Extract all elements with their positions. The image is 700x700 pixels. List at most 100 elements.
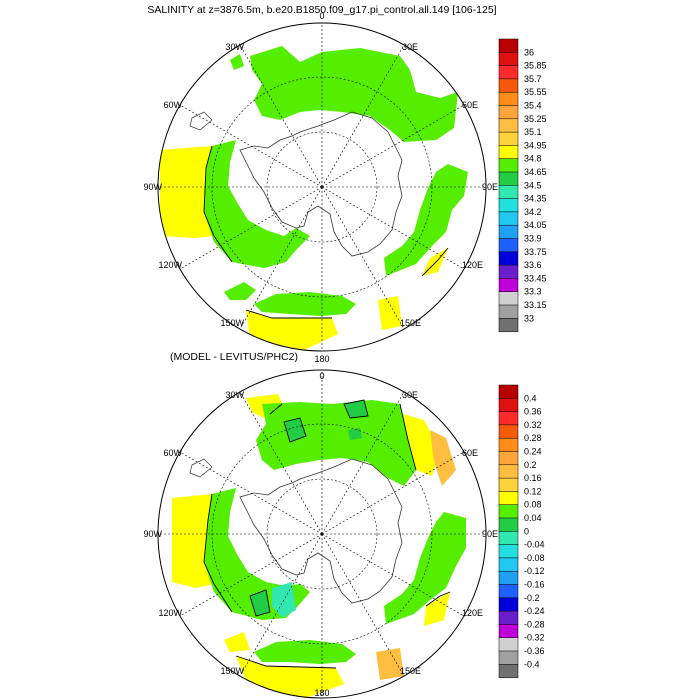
colorbar-swatch xyxy=(498,517,519,532)
colorbar-swatch xyxy=(498,318,519,333)
salinity-yellow-patch-south xyxy=(246,310,338,351)
colorbar-swatch xyxy=(498,584,519,599)
salinity-map xyxy=(157,22,487,352)
lon-label: 30E xyxy=(402,390,418,400)
colorbar-swatch xyxy=(498,544,519,559)
colorbar-label: 34.8 xyxy=(524,154,542,164)
difference-longitude-labels: 0 30E 60E 90E 120E 150E 180 150W 120W 90… xyxy=(143,371,498,698)
difference-colorbar: 0.4 0.36 0.32 0.28 0.24 0.2 0.16 0.12 0.08 0.04 0 -… xyxy=(498,384,545,679)
colorbar-swatch xyxy=(498,278,519,293)
colorbar-label: 35.1 xyxy=(524,127,542,137)
colorbar-label: 33.3 xyxy=(524,287,542,297)
lon-label: 60W xyxy=(163,448,182,458)
lon-label: 120W xyxy=(158,608,182,618)
salinity-green-field-ross xyxy=(254,292,356,316)
colorbar-label: 35.4 xyxy=(524,101,542,111)
lon-label: 60E xyxy=(462,448,478,458)
colorbar-swatch xyxy=(498,570,519,585)
colorbar-label: 0.04 xyxy=(524,513,542,523)
difference-yellow-patch-southwest xyxy=(224,632,250,652)
colorbar-swatch xyxy=(498,198,519,213)
colorbar-label: 34.5 xyxy=(524,180,542,190)
colorbar-label: 0.2 xyxy=(524,460,537,470)
colorbar-label: -0.08 xyxy=(524,553,545,563)
difference-yellow-patch-west xyxy=(172,494,214,588)
salinity-map-border xyxy=(157,22,487,352)
lon-label: 60E xyxy=(462,100,478,110)
difference-panel: (MODEL - LEVITUS/PHC2) xyxy=(143,351,545,699)
colorbar-swatch xyxy=(498,637,519,652)
salinity-panel: SALINITY at z=3876.5m, b.e20.B1850.f09_g… xyxy=(143,4,546,364)
difference-green-field-indian xyxy=(384,512,466,624)
lon-label: 180 xyxy=(314,688,329,698)
colorbar-label: 0.32 xyxy=(524,420,542,430)
salinity-green-field-southwest xyxy=(224,282,256,300)
salinity-yellow-patch-west xyxy=(160,146,214,238)
salinity-green-field-indian xyxy=(384,164,468,276)
colorbar-swatch xyxy=(498,52,519,67)
lon-label: 150W xyxy=(220,318,244,328)
colorbar-label: -0.12 xyxy=(524,566,545,576)
lon-label: 30W xyxy=(225,390,244,400)
colorbar-label: 0.08 xyxy=(524,500,542,510)
difference-teal-patch xyxy=(250,590,270,616)
difference-map xyxy=(157,369,487,699)
panel-title-salinity: SALINITY at z=3876.5m, b.e20.B1850.f09_g… xyxy=(147,4,496,16)
lon-label: 180 xyxy=(314,354,329,364)
colorbar-swatch xyxy=(498,424,519,439)
lon-label: 120W xyxy=(158,260,182,270)
colorbar-swatch xyxy=(498,304,519,319)
difference-map-border xyxy=(157,369,487,699)
salinity-south-america-outline xyxy=(189,111,213,131)
colorbar-label: 35.55 xyxy=(524,87,547,97)
colorbar-label: 35.85 xyxy=(524,61,547,71)
salinity-longitude-labels: 0 30E 60E 90E 120E 150E 180 150W 120W 90… xyxy=(143,11,498,364)
difference-south-america-outline xyxy=(189,458,213,478)
colorbar-label: -0.36 xyxy=(524,646,545,656)
colorbar-label: 33.15 xyxy=(524,300,547,310)
difference-contour-line xyxy=(203,399,451,669)
difference-teal-patch xyxy=(348,428,362,440)
colorbar-label: 34.35 xyxy=(524,194,547,204)
salinity-green-field-pacific xyxy=(204,140,310,268)
salinity-yellow-patch-southeast xyxy=(378,296,402,330)
colorbar-label: -0.32 xyxy=(524,633,545,643)
panel-title-difference: (MODEL - LEVITUS/PHC2) xyxy=(170,351,298,363)
colorbar-label: 33 xyxy=(524,313,534,323)
lon-label: 150E xyxy=(400,666,421,676)
colorbar-label: 36 xyxy=(524,47,534,57)
lon-label: 150W xyxy=(220,666,244,676)
colorbar-label: 0.16 xyxy=(524,473,542,483)
lon-label: 30W xyxy=(225,42,244,52)
colorbar-swatch xyxy=(498,78,519,93)
colorbar-label: -0.4 xyxy=(524,659,540,669)
colorbar-label: 0.28 xyxy=(524,433,542,443)
lon-label: 30E xyxy=(402,42,418,52)
colorbar-label: 34.95 xyxy=(524,140,547,150)
colorbar-swatch xyxy=(498,145,519,160)
colorbar-swatch xyxy=(498,131,519,146)
colorbar-label: 0.4 xyxy=(524,393,537,403)
colorbar-swatch xyxy=(498,38,519,53)
lon-label: 120E xyxy=(462,260,483,270)
colorbar-swatch xyxy=(498,251,519,266)
colorbar-swatch xyxy=(498,531,519,546)
colorbar-label: 33.75 xyxy=(524,247,547,257)
salinity-graticule xyxy=(158,23,486,351)
colorbar-swatch xyxy=(498,477,519,492)
colorbar-swatch xyxy=(498,384,519,399)
lon-label: 120E xyxy=(462,608,483,618)
colorbar-label: -0.28 xyxy=(524,619,545,629)
difference-teal-patch xyxy=(344,400,368,418)
colorbar-swatch xyxy=(498,291,519,306)
colorbar-swatch xyxy=(498,118,519,133)
salinity-antarctica-outline xyxy=(239,111,403,257)
colorbar-swatch xyxy=(498,624,519,639)
colorbar-label: 35.25 xyxy=(524,114,547,124)
lon-label: 150E xyxy=(400,318,421,328)
lon-label: 90E xyxy=(482,182,498,192)
colorbar-swatch xyxy=(498,504,519,519)
difference-yellow-patch-indian xyxy=(424,592,450,626)
salinity-contour-line xyxy=(203,145,449,319)
